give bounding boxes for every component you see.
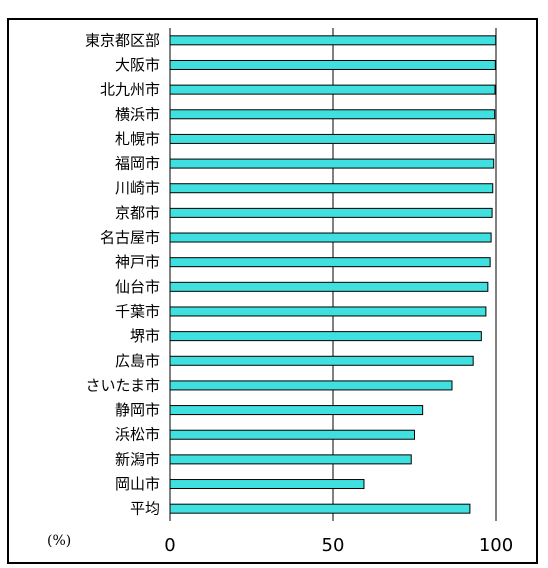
x-tick-label: 0 bbox=[164, 535, 175, 556]
chart-frame: 東京都区部大阪市北九州市横浜市札幌市福岡市川崎市京都市名古屋市神戸市仙台市千葉市… bbox=[7, 18, 538, 564]
category-label: 岡山市 bbox=[115, 475, 160, 493]
category-label: 千葉市 bbox=[115, 302, 160, 320]
category-label: 堺市 bbox=[130, 327, 160, 345]
category-label: さいたま市 bbox=[85, 376, 160, 394]
bar bbox=[169, 232, 492, 243]
bar bbox=[169, 59, 496, 70]
bar bbox=[169, 84, 496, 95]
bar bbox=[169, 257, 491, 268]
category-label: 福岡市 bbox=[115, 155, 160, 173]
bar bbox=[169, 454, 412, 465]
bar bbox=[169, 35, 497, 46]
bar bbox=[169, 380, 453, 391]
bar bbox=[169, 158, 495, 169]
bar bbox=[169, 331, 482, 342]
x-tick-label: 100 bbox=[479, 535, 513, 556]
bar bbox=[169, 109, 496, 120]
category-label: 京都市 bbox=[115, 204, 160, 222]
category-label: 平均 bbox=[130, 500, 160, 518]
category-label: 神戸市 bbox=[115, 253, 160, 271]
bar bbox=[169, 281, 489, 292]
category-label: 浜松市 bbox=[115, 426, 160, 444]
bar bbox=[169, 183, 494, 194]
unit-label: (%) bbox=[47, 533, 71, 549]
bar bbox=[169, 479, 365, 490]
bar bbox=[169, 405, 424, 416]
bar bbox=[169, 133, 495, 144]
bar bbox=[169, 503, 471, 514]
bar bbox=[169, 306, 487, 317]
category-label: 名古屋市 bbox=[100, 229, 160, 247]
category-label: 川崎市 bbox=[115, 179, 160, 197]
bar bbox=[169, 429, 415, 440]
category-label: 北九州市 bbox=[100, 81, 160, 99]
category-label: 広島市 bbox=[115, 352, 160, 370]
category-label: 東京都区部 bbox=[85, 31, 160, 49]
bar bbox=[169, 355, 474, 366]
category-label: 仙台市 bbox=[115, 278, 160, 296]
bar-chart: 東京都区部大阪市北九州市横浜市札幌市福岡市川崎市京都市名古屋市神戸市仙台市千葉市… bbox=[47, 28, 513, 556]
category-label: 静岡市 bbox=[115, 401, 160, 419]
category-label: 新潟市 bbox=[115, 450, 160, 468]
category-label: 大阪市 bbox=[115, 56, 160, 74]
bar bbox=[169, 207, 493, 218]
chart-title bbox=[0, 0, 548, 12]
x-tick-label: 50 bbox=[322, 535, 345, 556]
category-label: 札幌市 bbox=[115, 130, 160, 148]
category-label: 横浜市 bbox=[115, 105, 160, 123]
